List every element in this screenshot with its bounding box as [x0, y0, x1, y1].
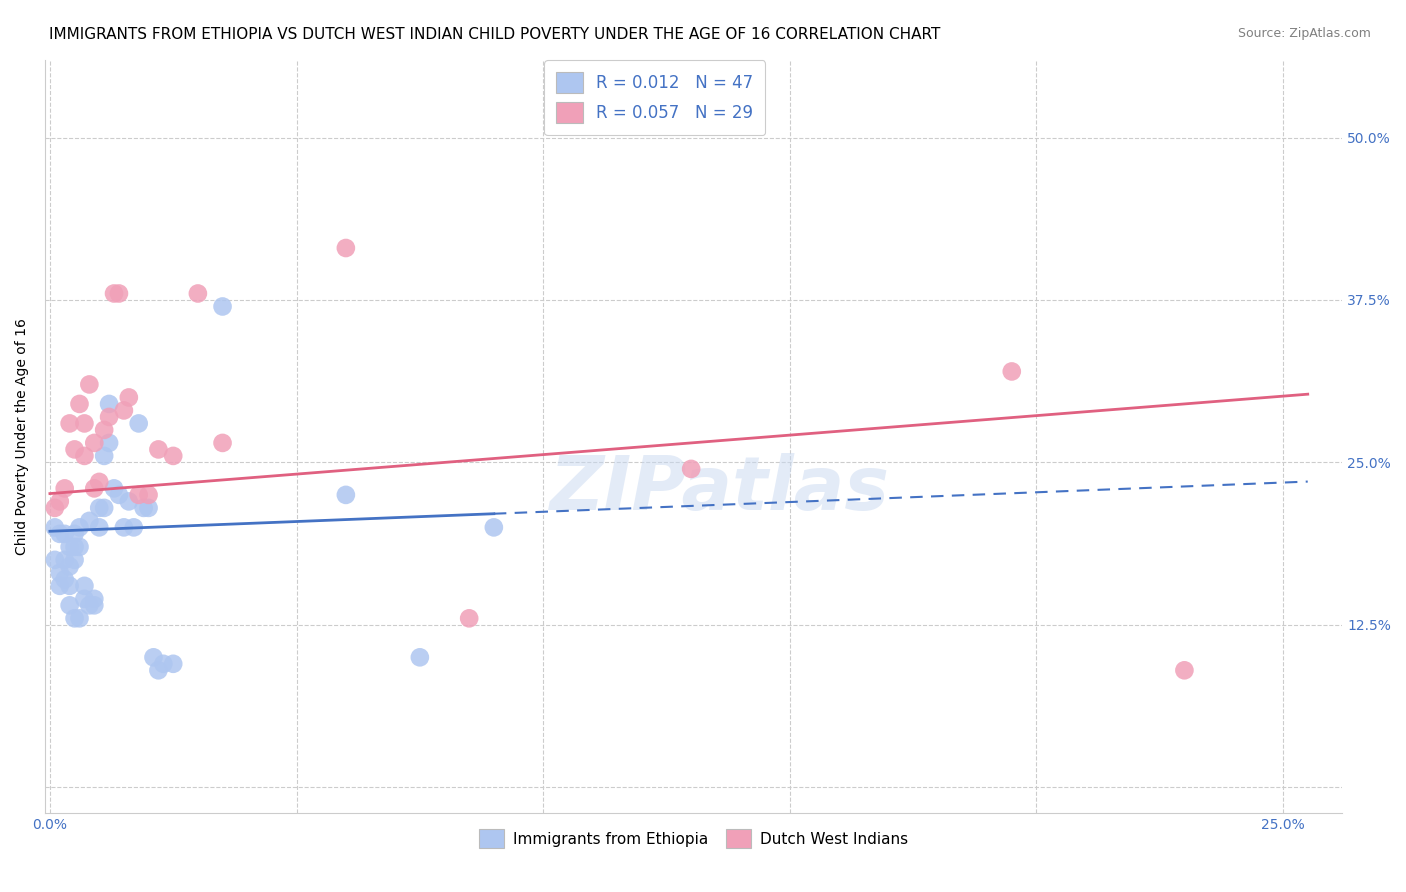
Point	[49, 566, 72, 580]
Point	[49, 494, 72, 508]
Point	[59, 540, 82, 554]
Point	[128, 488, 150, 502]
Point	[69, 397, 91, 411]
Point	[59, 417, 82, 431]
Point	[73, 449, 96, 463]
Point	[108, 488, 131, 502]
Point	[59, 559, 82, 574]
Text: IMMIGRANTS FROM ETHIOPIA VS DUTCH WEST INDIAN CHILD POVERTY UNDER THE AGE OF 16 : IMMIGRANTS FROM ETHIOPIA VS DUTCH WEST I…	[49, 27, 941, 42]
Point	[103, 482, 125, 496]
Point	[63, 540, 86, 554]
Point	[98, 397, 121, 411]
Point	[118, 494, 141, 508]
Point	[138, 488, 160, 502]
Point	[93, 423, 115, 437]
Point	[53, 482, 76, 496]
Point	[1173, 663, 1195, 677]
Text: ZIPatlas: ZIPatlas	[550, 452, 890, 525]
Point	[83, 599, 105, 613]
Point	[108, 286, 131, 301]
Point	[63, 611, 86, 625]
Point	[79, 377, 101, 392]
Point	[118, 391, 141, 405]
Point	[148, 442, 170, 457]
Point	[49, 579, 72, 593]
Point	[148, 663, 170, 677]
Point	[1001, 364, 1024, 378]
Point	[103, 286, 125, 301]
Point	[59, 599, 82, 613]
Point	[409, 650, 432, 665]
Point	[73, 417, 96, 431]
Point	[73, 591, 96, 606]
Point	[211, 436, 233, 450]
Point	[162, 657, 184, 671]
Point	[73, 579, 96, 593]
Point	[49, 527, 72, 541]
Point	[128, 417, 150, 431]
Point	[187, 286, 209, 301]
Point	[112, 403, 135, 417]
Point	[138, 500, 160, 515]
Point	[98, 436, 121, 450]
Point	[79, 599, 101, 613]
Point	[162, 449, 184, 463]
Point	[79, 514, 101, 528]
Point	[335, 488, 357, 502]
Point	[59, 579, 82, 593]
Point	[132, 500, 155, 515]
Point	[89, 520, 111, 534]
Point	[44, 520, 66, 534]
Point	[69, 611, 91, 625]
Point	[63, 527, 86, 541]
Point	[335, 241, 357, 255]
Point	[89, 500, 111, 515]
Point	[53, 572, 76, 586]
Text: Source: ZipAtlas.com: Source: ZipAtlas.com	[1237, 27, 1371, 40]
Point	[458, 611, 481, 625]
Legend: Immigrants from Ethiopia, Dutch West Indians: Immigrants from Ethiopia, Dutch West Ind…	[472, 822, 914, 855]
Point	[681, 462, 703, 476]
Point	[211, 300, 233, 314]
Point	[93, 449, 115, 463]
Point	[93, 500, 115, 515]
Point	[44, 500, 66, 515]
Point	[63, 553, 86, 567]
Point	[63, 442, 86, 457]
Point	[53, 553, 76, 567]
Point	[142, 650, 165, 665]
Point	[98, 409, 121, 424]
Point	[83, 591, 105, 606]
Point	[69, 540, 91, 554]
Point	[83, 482, 105, 496]
Point	[83, 436, 105, 450]
Point	[152, 657, 174, 671]
Point	[69, 520, 91, 534]
Point	[44, 553, 66, 567]
Point	[122, 520, 145, 534]
Point	[482, 520, 505, 534]
Point	[53, 527, 76, 541]
Y-axis label: Child Poverty Under the Age of 16: Child Poverty Under the Age of 16	[15, 318, 30, 555]
Point	[112, 520, 135, 534]
Point	[89, 475, 111, 489]
